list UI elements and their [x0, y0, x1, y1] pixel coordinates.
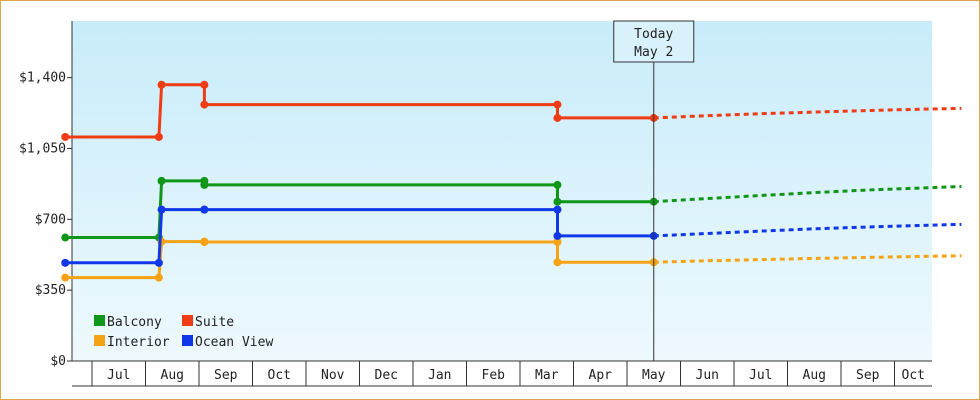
- series-suite: [61, 80, 962, 141]
- data-point: [200, 205, 209, 214]
- data-point: [553, 180, 562, 189]
- today-box: [613, 20, 695, 63]
- x-axis: Jul Aug Sep Oct Nov Dec Jan Feb Mar Apr May Jun Jul A…: [72, 360, 932, 387]
- plot-background: [72, 21, 932, 361]
- legend-swatch: [182, 315, 193, 326]
- y-tick-label: $0: [50, 354, 66, 369]
- data-point: [157, 80, 166, 89]
- today-title: Today: [634, 27, 673, 42]
- x-tick-label: May: [642, 368, 666, 383]
- x-tick-label: Sep: [856, 368, 880, 383]
- x-tick-label: Jun: [696, 368, 719, 383]
- legend-swatch: [94, 335, 105, 346]
- y-tick-label: $350: [35, 283, 66, 298]
- data-point: [553, 231, 562, 240]
- y-tick-label: $1,050: [19, 142, 66, 157]
- data-point: [157, 205, 166, 214]
- data-point: [553, 258, 562, 267]
- data-point: [200, 238, 209, 246]
- data-point: [154, 258, 163, 267]
- legend-label: Ocean View: [195, 335, 273, 350]
- x-tick-label: Dec: [375, 368, 398, 383]
- x-tick-label: Apr: [589, 368, 613, 383]
- x-tick-label: Mar: [535, 368, 559, 383]
- data-point: [200, 80, 209, 89]
- data-point: [553, 100, 562, 109]
- x-tick-label: Feb: [482, 368, 506, 383]
- data-point: [200, 100, 209, 109]
- x-tick-label: Jan: [428, 368, 451, 383]
- x-tick-label: Sep: [214, 368, 238, 383]
- y-tick-label: $1,400: [19, 71, 66, 86]
- legend-swatch: [94, 315, 105, 326]
- legend-swatch: [182, 335, 193, 346]
- x-tick-label: Aug: [161, 368, 184, 383]
- x-tick-label: Oct: [268, 368, 291, 383]
- x-tick-label: Jul: [107, 368, 130, 383]
- data-point: [154, 132, 163, 141]
- series-interior: [61, 237, 962, 282]
- x-tick-label: Aug: [803, 368, 826, 383]
- today-date: May 2: [634, 45, 673, 60]
- data-point: [553, 113, 562, 122]
- data-point: [200, 180, 209, 189]
- data-point: [61, 132, 70, 141]
- data-point: [553, 205, 562, 214]
- data-point: [61, 233, 70, 242]
- data-point: [553, 238, 562, 246]
- legend: Balcony Suite Interior Ocean View: [94, 315, 273, 350]
- x-tick-label: Oct: [902, 368, 925, 383]
- data-point: [154, 273, 163, 282]
- data-point: [553, 197, 562, 206]
- legend-label: Interior: [107, 335, 170, 350]
- x-tick-label: Jul: [749, 368, 772, 383]
- series-ocean-view: [61, 205, 962, 267]
- data-point: [61, 258, 70, 267]
- data-point: [61, 273, 70, 282]
- x-tick-label: Nov: [321, 368, 345, 383]
- data-point: [157, 176, 166, 185]
- y-axis: $0 $350 $700 $1,050 $1,400: [19, 21, 73, 369]
- legend-label: Balcony: [107, 315, 162, 330]
- y-tick-label: $700: [35, 212, 66, 227]
- series-layer: [61, 80, 962, 282]
- legend-label: Suite: [195, 315, 234, 330]
- today-marker: Today May 2: [613, 20, 695, 361]
